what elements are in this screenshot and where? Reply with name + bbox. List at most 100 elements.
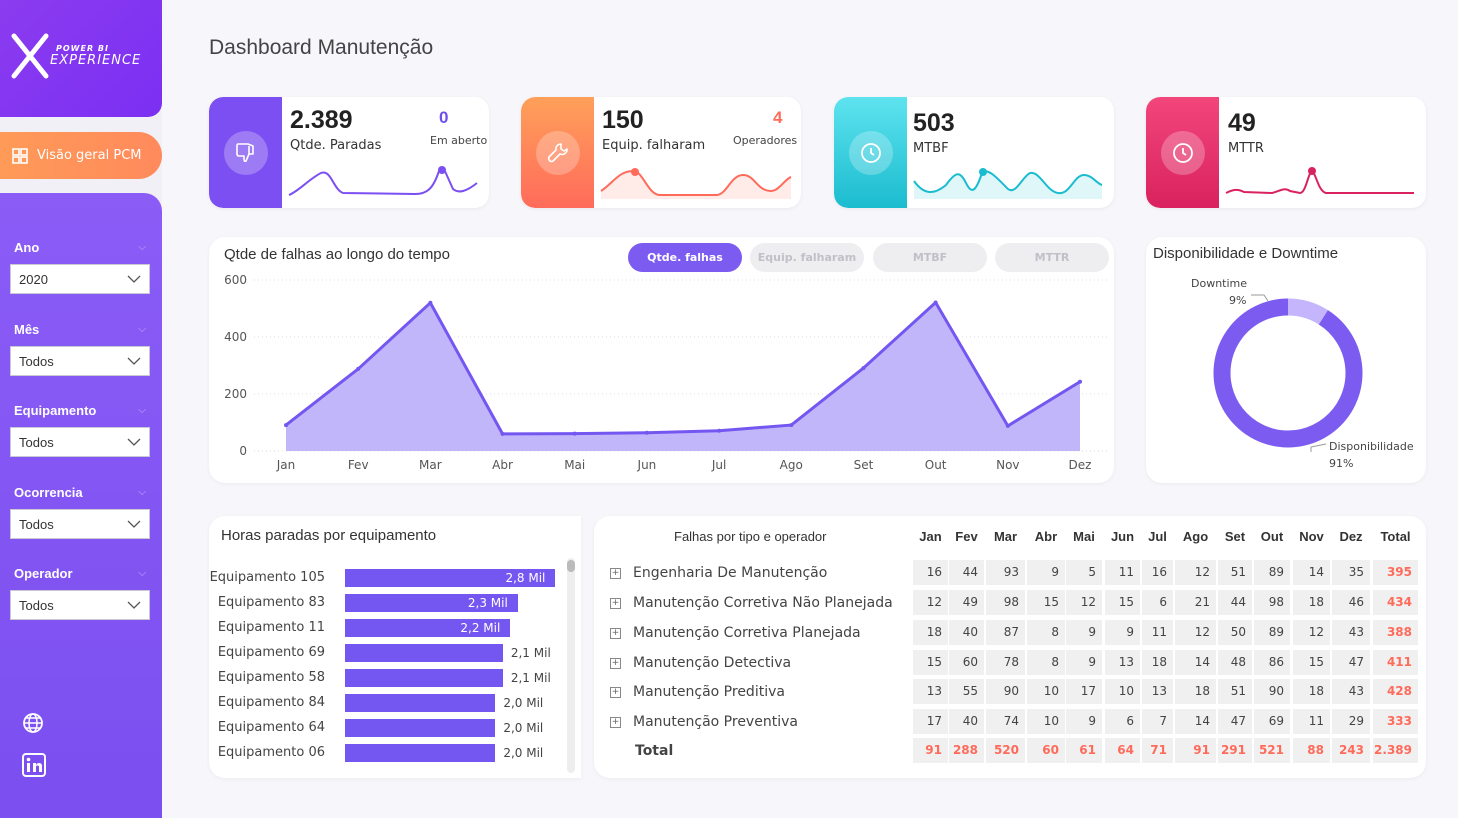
bar-category-label: Equipamento 64 <box>217 720 325 735</box>
disponibilidade-pct: 91% <box>1329 457 1354 470</box>
tab-mtbf[interactable]: MTBF <box>873 243 987 272</box>
bar-row[interactable]: Equipamento 11 2,2 Mil <box>209 618 569 638</box>
chevron-down-icon[interactable]: ⌵ <box>138 324 146 335</box>
chevron-down-icon[interactable]: ⌵ <box>138 242 146 253</box>
matrix-col-header: Fev <box>955 529 978 544</box>
row-label-text: Manutenção Corretiva Não Planejada <box>633 595 893 611</box>
kpi-sparkline <box>913 168 1103 199</box>
clock-icon <box>848 130 893 175</box>
data-point[interactable] <box>717 428 722 433</box>
expand-icon[interactable]: + <box>610 567 621 579</box>
linkedin-icon[interactable] <box>22 753 46 781</box>
matrix-cell: 6 <box>1105 709 1140 734</box>
scrollbar-track[interactable] <box>567 558 575 773</box>
data-point[interactable] <box>572 431 577 436</box>
filter-ocorrencia: Ocorrencia ⌵ Todos <box>10 485 150 539</box>
operador-select[interactable]: Todos <box>10 590 150 620</box>
chevron-down-icon[interactable]: ⌵ <box>138 487 146 498</box>
bar-row[interactable]: Equipamento 58 2,1 Mil <box>209 668 569 688</box>
bar-row[interactable]: Equipamento 83 2,3 Mil <box>209 593 569 613</box>
mes-select[interactable]: Todos <box>10 346 150 376</box>
matrix-total-cell: 60 <box>1027 738 1065 763</box>
chevron-down-icon[interactable]: ⌵ <box>138 405 146 416</box>
matrix-col-header: Abr <box>1034 529 1058 544</box>
bar-row[interactable]: Equipamento 105 2,8 Mil <box>209 568 569 588</box>
equipamento-select[interactable]: Todos <box>10 427 150 457</box>
matrix-total-cell: 291 <box>1218 738 1252 763</box>
bar-category-label: Equipamento 58 <box>217 670 325 685</box>
expand-icon[interactable]: + <box>610 686 621 698</box>
data-point[interactable] <box>284 423 288 428</box>
matrix-col-header: Jun <box>1110 529 1135 544</box>
filter-ano: Ano ⌵ 2020 <box>10 240 150 294</box>
disponibilidade-donut <box>1213 294 1363 452</box>
data-point[interactable] <box>789 423 794 428</box>
expand-icon[interactable]: + <box>610 657 621 669</box>
data-point[interactable] <box>1005 423 1010 428</box>
wrench-icon <box>535 130 580 175</box>
dashboard-grid-icon <box>12 147 28 164</box>
data-point[interactable] <box>861 366 866 371</box>
expand-icon[interactable]: + <box>610 716 621 728</box>
bar[interactable] <box>345 594 518 612</box>
bar-value-label: 2,0 Mil <box>503 696 544 710</box>
matrix-cell: 51 <box>1218 679 1252 704</box>
tab-mttr[interactable]: MTTR <box>995 243 1109 272</box>
matrix-cell: 18 <box>1175 679 1216 704</box>
matrix-cell: 87 <box>986 620 1025 645</box>
nav-label: Visão geral PCM <box>37 148 142 163</box>
kpi-label: Equip. falharam <box>602 138 706 153</box>
matrix-cell: 43 <box>1332 679 1370 704</box>
scrollbar-thumb[interactable] <box>567 560 575 572</box>
bar[interactable] <box>345 669 503 687</box>
bar-category-label: Equipamento 84 <box>217 695 325 710</box>
donut-slice-downtime[interactable] <box>1287 298 1328 325</box>
globe-icon[interactable] <box>22 712 44 738</box>
bar[interactable] <box>345 569 556 587</box>
x-tick-label: Mar <box>419 458 442 472</box>
data-point[interactable] <box>644 430 649 435</box>
matrix-cell: 78 <box>986 650 1025 675</box>
bar-row[interactable]: Equipamento 69 2,1 Mil <box>209 643 569 663</box>
data-point[interactable] <box>428 300 433 305</box>
tab-qtde-falhas[interactable]: Qtde. falhas <box>628 243 742 272</box>
data-point[interactable] <box>356 366 361 371</box>
matrix-cell: 12 <box>1293 620 1330 645</box>
bar-row[interactable]: Equipamento 64 2,0 Mil <box>209 718 569 738</box>
filter-mes: Mês ⌵ Todos <box>10 322 150 376</box>
x-tick-label: Ago <box>780 458 803 472</box>
bar[interactable] <box>345 619 511 637</box>
row-label-text: Manutenção Detectiva <box>633 655 792 671</box>
matrix-cell: 17 <box>913 709 948 734</box>
matrix-cell: 18 <box>1293 679 1330 704</box>
nav-visao-geral-button[interactable]: Visão geral PCM <box>0 132 162 179</box>
bar-category-label: Equipamento 69 <box>217 645 325 660</box>
bar-row[interactable]: Equipamento 06 2,0 Mil <box>209 743 569 763</box>
expand-icon[interactable]: + <box>610 627 621 639</box>
bar[interactable] <box>345 719 496 737</box>
bar[interactable] <box>345 644 503 662</box>
expand-icon[interactable]: + <box>610 597 621 609</box>
bar-category-label: Equipamento 105 <box>209 570 325 585</box>
donut-slice-disponibilidade[interactable] <box>1213 298 1363 448</box>
kpi-sub-value: 0 <box>439 108 449 127</box>
tab-equip-falharam[interactable]: Equip. falharam <box>750 243 864 272</box>
clock-icon <box>1160 130 1205 175</box>
kpi-value: 150 <box>602 106 644 134</box>
matrix-cell: 14 <box>1175 709 1216 734</box>
matrix-cell: 7 <box>1142 709 1173 734</box>
matrix-cell: 89 <box>1254 560 1290 585</box>
bar[interactable] <box>345 694 496 712</box>
bar-row[interactable]: Equipamento 84 2,0 Mil <box>209 693 569 713</box>
disponibilidade-label: Disponibilidade <box>1329 440 1414 453</box>
chevron-down-icon[interactable]: ⌵ <box>138 568 146 579</box>
data-point[interactable] <box>1078 379 1082 384</box>
data-point[interactable] <box>933 300 938 305</box>
data-point[interactable] <box>500 431 505 436</box>
ocorrencia-select[interactable]: Todos <box>10 509 150 539</box>
matrix-total-cell: 91 <box>1175 738 1216 763</box>
ano-select[interactable]: 2020 <box>10 264 150 294</box>
chevron-down-icon <box>127 520 141 528</box>
matrix-cell: 90 <box>986 679 1025 704</box>
bar[interactable] <box>345 744 496 762</box>
